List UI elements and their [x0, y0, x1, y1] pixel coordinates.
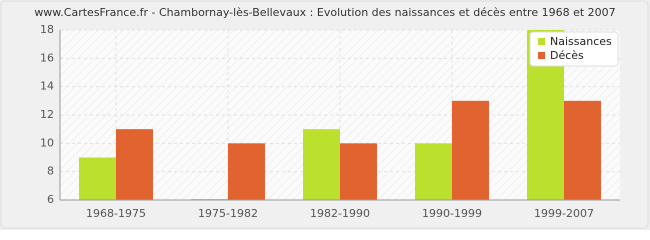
- legend-swatch: [538, 52, 545, 59]
- bar: [415, 143, 452, 200]
- legend-label: Décès: [550, 49, 584, 62]
- x-tick-label: 1999-2007: [534, 207, 594, 220]
- y-tick-label: 8: [47, 165, 54, 178]
- x-tick-label: 1975-1982: [198, 207, 258, 220]
- x-tick-label: 1990-1999: [422, 207, 482, 220]
- y-tick-label: 6: [47, 193, 54, 206]
- legend-label: Naissances: [550, 35, 612, 48]
- bar: [79, 157, 116, 200]
- chart: www.CartesFrance.fr - Chambornay-lès-Bel…: [0, 0, 650, 230]
- x-tick-label: 1982-1990: [310, 207, 370, 220]
- y-tick-label: 16: [40, 51, 54, 64]
- legend-box: [529, 31, 619, 67]
- y-tick-label: 10: [40, 136, 54, 149]
- bar: [340, 143, 377, 200]
- bar: [452, 100, 489, 200]
- bar: [116, 129, 153, 200]
- bar: [303, 129, 340, 200]
- y-tick-label: 12: [40, 108, 54, 121]
- legend-swatch: [538, 38, 545, 45]
- x-tick-label: 1968-1975: [86, 207, 146, 220]
- y-tick-label: 14: [40, 80, 54, 93]
- bar: [564, 100, 601, 200]
- chart-title: www.CartesFrance.fr - Chambornay-lès-Bel…: [34, 6, 615, 19]
- bar: [228, 143, 265, 200]
- y-tick-label: 18: [40, 23, 54, 36]
